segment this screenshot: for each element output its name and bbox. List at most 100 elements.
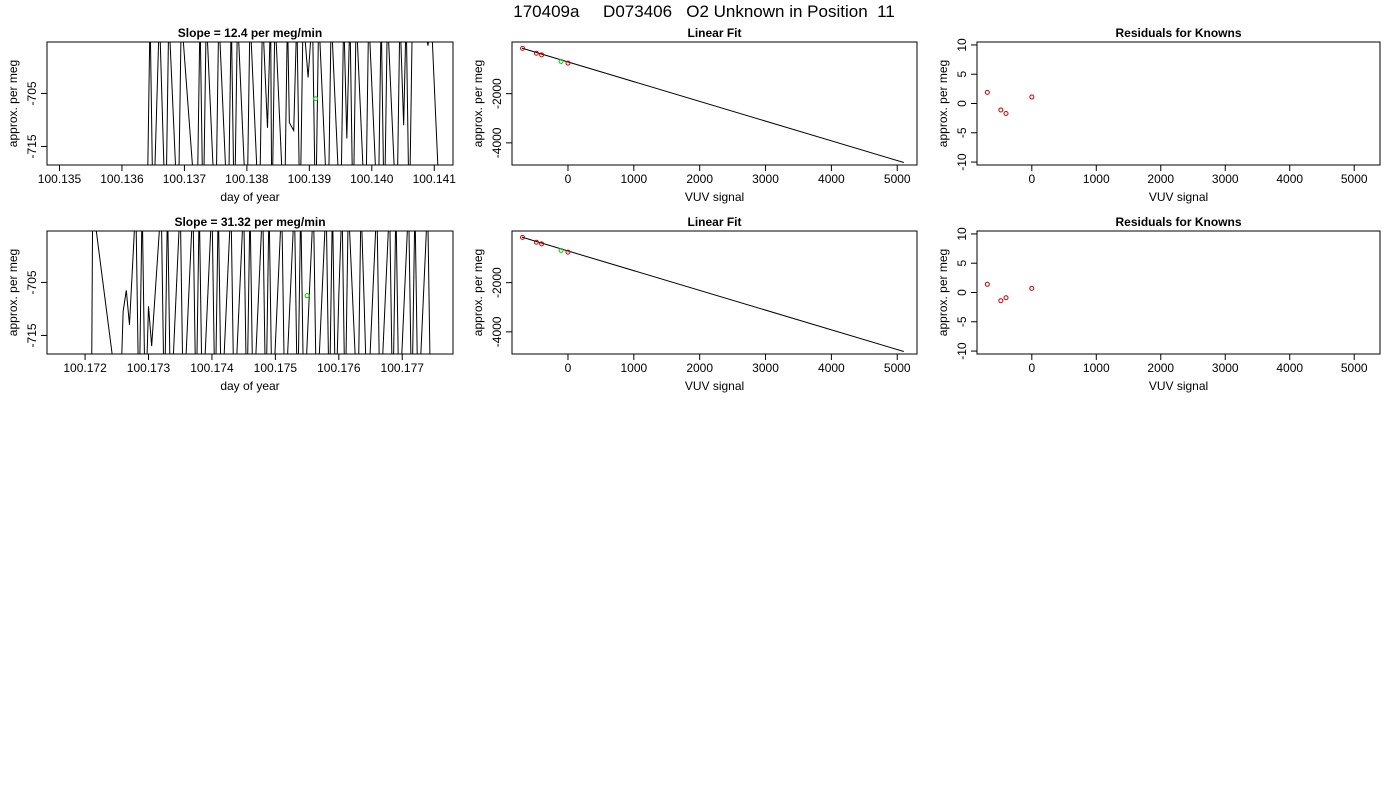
x-axis-label: VUV signal <box>1149 379 1208 393</box>
panel-title: Residuals for Knowns <box>1115 26 1241 40</box>
x-tick-label: 3000 <box>1212 172 1239 186</box>
x-tick-label: 100.141 <box>413 172 457 186</box>
residual-point <box>984 89 990 95</box>
plot-frame <box>511 230 918 355</box>
y-tick-label: -2000 <box>490 267 504 298</box>
x-tick-label: 100.173 <box>127 361 171 375</box>
y-axis-label: approx. per meg <box>471 249 485 336</box>
y-tick-label: -715 <box>25 134 39 158</box>
x-tick-label: 4000 <box>1276 361 1303 375</box>
y-tick-label: -4000 <box>490 316 504 347</box>
y-tick-label: -715 <box>25 323 39 347</box>
plot-frame <box>511 41 918 166</box>
x-tick-label: 0 <box>565 361 572 375</box>
panel-title: Residuals for Knowns <box>1115 215 1241 229</box>
y-axis-label: approx. per meg <box>471 60 485 147</box>
plot-frame <box>976 41 1381 166</box>
x-tick-label: 3000 <box>1212 361 1239 375</box>
plot-area <box>984 89 1035 116</box>
x-axis-label: VUV signal <box>685 379 744 393</box>
residual-point <box>1003 295 1009 301</box>
x-tick-label: 100.140 <box>350 172 394 186</box>
plot-frame <box>976 230 1381 355</box>
bottom-residuals-panel: Residuals for Knowns 0 1000 2000 3000 4000 500… <box>936 215 1381 393</box>
known-point <box>539 241 545 247</box>
y-axis-label: approx. per meg <box>936 60 950 147</box>
x-tick-label: 1000 <box>1083 172 1110 186</box>
x-tick-label: 4000 <box>818 361 845 375</box>
plot-area <box>984 281 1035 304</box>
fit-line <box>521 47 904 164</box>
residual-point <box>1029 285 1035 291</box>
x-axis-label: day of year <box>220 190 279 204</box>
y-tick-label: -705 <box>25 270 39 294</box>
y-axis-label: approx. per meg <box>936 249 950 336</box>
x-tick-label: 100.136 <box>100 172 144 186</box>
top-timeseries-panel: Slope = 12.4 per meg/min 100.135 100.136 10… <box>6 26 457 204</box>
plot-area <box>91 231 431 354</box>
y-tick-label: 0 <box>955 289 969 296</box>
bottom-timeseries-panel: Slope = 31.32 per meg/min 100.172 100.173 1… <box>6 215 454 393</box>
x-tick-label: 1000 <box>620 361 647 375</box>
y-tick-label: 10 <box>955 227 969 241</box>
panel-title: Linear Fit <box>687 215 741 229</box>
y-tick-label: 0 <box>955 100 969 107</box>
known-point <box>539 52 545 58</box>
x-tick-label: 5000 <box>1341 172 1368 186</box>
panel-title: Slope = 31.32 per meg/min <box>174 215 325 229</box>
unknown-marker <box>304 293 310 299</box>
fit-line <box>521 236 904 353</box>
x-tick-label: 4000 <box>1276 172 1303 186</box>
plot-area <box>520 45 904 164</box>
known-point <box>565 249 571 255</box>
known-point <box>533 50 539 56</box>
plot-area <box>147 42 439 165</box>
residual-point <box>998 107 1004 113</box>
x-tick-label: 100.176 <box>317 361 361 375</box>
y-tick-label: -5 <box>955 127 969 138</box>
residual-point <box>998 298 1004 304</box>
x-tick-label: 1000 <box>620 172 647 186</box>
known-point <box>520 45 526 51</box>
x-tick-label: 3000 <box>752 172 779 186</box>
y-tick-label: -10 <box>955 342 969 360</box>
known-point <box>565 60 571 66</box>
figure-title: 170409a D073406 O2 Unknown in Position 1… <box>513 2 895 21</box>
x-axis-label: VUV signal <box>1149 190 1208 204</box>
y-axis-label: approx. per meg <box>6 249 20 336</box>
x-tick-label: 0 <box>1028 361 1035 375</box>
panel-title: Linear Fit <box>687 26 741 40</box>
plot-frame <box>46 230 454 355</box>
y-tick-label: 5 <box>955 260 969 267</box>
plot-area <box>520 234 904 353</box>
x-tick-label: 3000 <box>752 361 779 375</box>
x-tick-label: 100.137 <box>163 172 207 186</box>
x-tick-label: 2000 <box>686 172 713 186</box>
y-tick-label: -2000 <box>490 78 504 109</box>
unknown-point <box>558 247 564 253</box>
x-tick-label: 100.175 <box>254 361 298 375</box>
y-tick-label: 5 <box>955 71 969 78</box>
x-tick-label: 0 <box>565 172 572 186</box>
x-tick-label: 2000 <box>1147 361 1174 375</box>
bottom-linear-fit-panel: Linear Fit 0 1000 2000 3000 4000 5000 -2000 -400… <box>471 215 918 393</box>
y-axis-label: approx. per meg <box>6 60 20 147</box>
x-tick-label: 4000 <box>818 172 845 186</box>
x-tick-label: 5000 <box>1341 361 1368 375</box>
known-point <box>533 239 539 245</box>
x-tick-label: 100.139 <box>288 172 332 186</box>
x-tick-label: 1000 <box>1083 361 1110 375</box>
x-axis-label: VUV signal <box>685 190 744 204</box>
signal-trace <box>91 231 431 354</box>
residual-point <box>984 281 990 287</box>
signal-trace <box>147 42 439 165</box>
x-tick-label: 100.135 <box>38 172 82 186</box>
x-tick-label: 100.172 <box>63 361 107 375</box>
residual-point <box>1029 94 1035 100</box>
top-linear-fit-panel: Linear Fit 0 1000 2000 3000 4000 5000 -2000 -400… <box>471 26 918 204</box>
x-tick-label: 5000 <box>884 361 911 375</box>
y-tick-label: -5 <box>955 316 969 327</box>
x-tick-label: 5000 <box>884 172 911 186</box>
x-tick-label: 100.177 <box>381 361 425 375</box>
